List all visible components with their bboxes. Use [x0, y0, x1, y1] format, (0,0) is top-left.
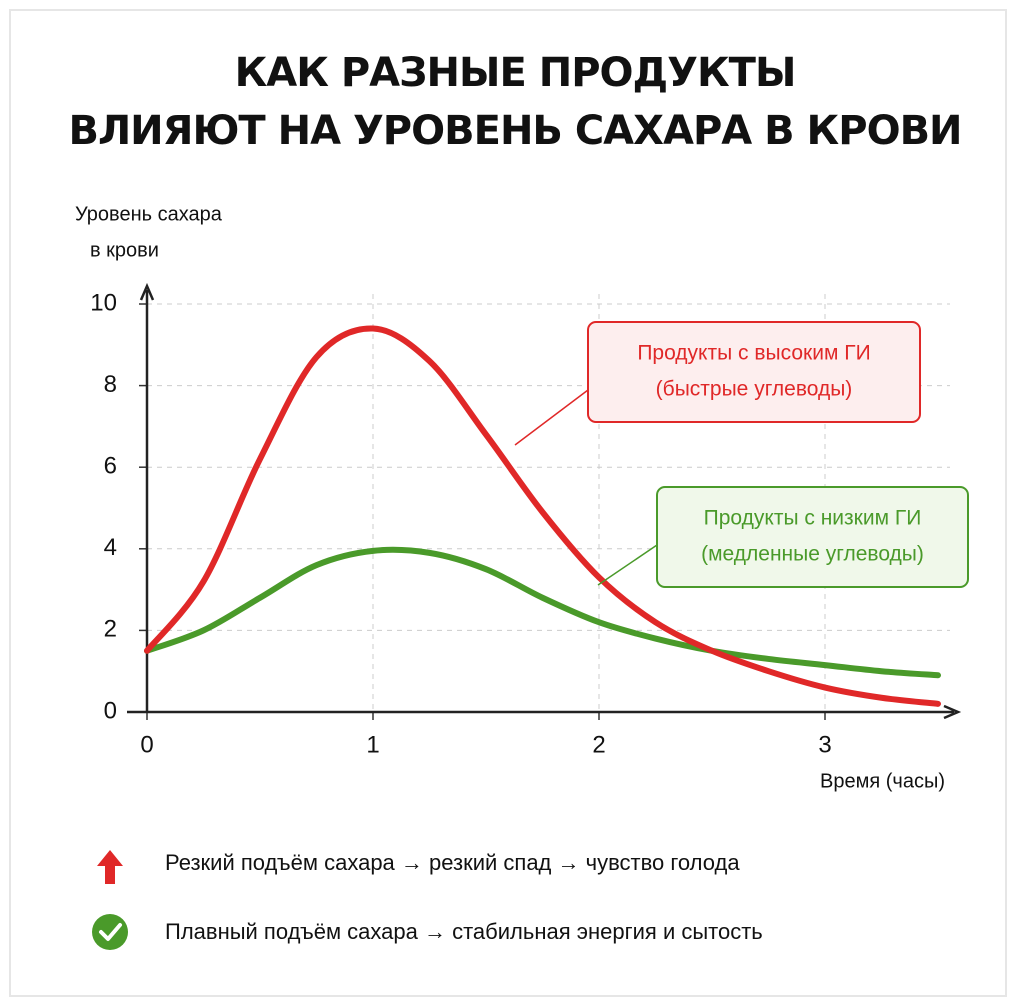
x-tick-label: 2 — [592, 731, 605, 758]
series-label-box: Продукты с высоким ГИ (быстрые углеводы) — [514, 321, 921, 446]
label-box — [587, 321, 921, 423]
y-axis — [139, 282, 155, 712]
chart-title: КАК РАЗНЫЕ ПРОДУКТЫ — [235, 50, 796, 96]
note: Плавный подъём сахара → стабильная энерг… — [165, 919, 763, 944]
note: Резкий подъём сахара → резкий спад → чув… — [165, 850, 740, 875]
legend-description: (быстрые углеводы) — [656, 378, 853, 401]
x-tick-label: 3 — [818, 731, 831, 758]
chart-title: ВЛИЯЮТ НА УРОВЕНЬ САХАРА В КРОВИ — [68, 108, 961, 154]
leader-line — [597, 544, 658, 586]
label-box — [656, 486, 969, 588]
legend-label: Продукты с высоким ГИ — [637, 342, 870, 365]
legend-description: (медленные углеводы) — [701, 543, 924, 566]
y-tick-label: 8 — [104, 371, 117, 398]
y-axis-label: в крови — [90, 239, 159, 261]
y-tick-label: 2 — [104, 616, 117, 643]
x-axis-label: Время (часы) — [820, 770, 945, 792]
arrow-icon — [97, 850, 123, 884]
legend-label: Продукты с низким ГИ — [704, 507, 922, 530]
check-mark — [99, 923, 122, 941]
y-tick-label: 10 — [90, 289, 117, 316]
y-tick-label: 0 — [104, 697, 117, 724]
series-line — [144, 546, 941, 679]
series-label-box: Продукты с низким ГИ (медленные углеводы) — [597, 486, 969, 588]
leader-line — [514, 389, 589, 446]
x-tick-label: 1 — [366, 731, 379, 758]
note-icon-check — [92, 914, 128, 950]
x-axis — [127, 704, 962, 720]
y-axis-label: Уровень сахара — [75, 203, 223, 225]
x-tick-label: 0 — [140, 731, 153, 758]
y-tick-label: 6 — [104, 453, 117, 480]
series-line — [144, 325, 941, 707]
note-icon-up — [97, 850, 123, 884]
y-tick-label: 4 — [104, 534, 117, 561]
check-circle — [92, 914, 128, 950]
